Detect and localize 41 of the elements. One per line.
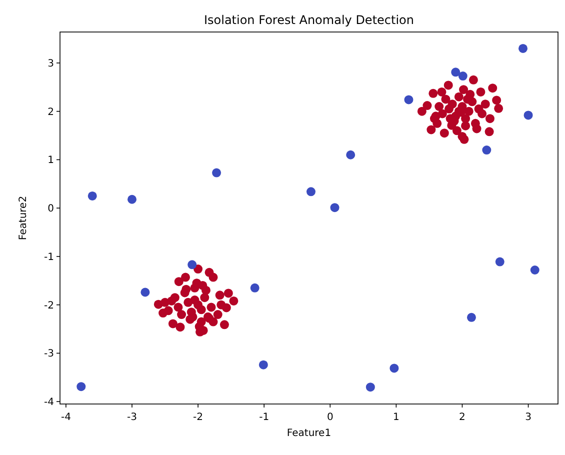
x-tick-label: -1 [259,412,270,423]
point [188,260,197,270]
y-tick-label: -1 [44,252,54,263]
x-tick-label: 1 [392,412,400,423]
point [458,72,468,81]
x-axis-title: Feature1 [286,428,332,439]
point [330,203,340,212]
point [404,95,414,104]
point [346,150,356,160]
point [76,382,86,392]
x-tick-label: 0 [326,412,334,423]
point [482,146,492,155]
point [88,191,97,200]
point [306,187,316,196]
x-tick-label: -2 [193,412,204,423]
y-tick-label: 2 [48,106,54,118]
x-tick-label: 3 [525,412,532,423]
point [524,110,533,120]
point [258,360,268,370]
y-tick-label: -2 [44,300,54,312]
point [140,288,150,297]
point [451,68,460,77]
x-tick-label: 2 [459,412,466,423]
point [212,168,222,178]
point [518,44,528,53]
point [127,194,136,204]
y-axis-title: Feature2 [18,196,29,240]
point [530,266,540,275]
point [250,283,260,292]
y-tick-label: -4 [44,397,54,408]
y-tick-label: 3 [48,58,54,70]
point [466,312,476,322]
x-tick-label: -3 [127,412,137,423]
x-tick-label: -4 [60,412,71,423]
y-tick-label: 1 [48,155,54,166]
chart-title: Isolation Forest Anomaly Detection [204,13,414,27]
point [495,257,504,266]
y-tick-label: 0 [48,204,54,215]
point [366,382,375,392]
point [390,364,399,373]
y-tick-label: -3 [44,348,54,360]
